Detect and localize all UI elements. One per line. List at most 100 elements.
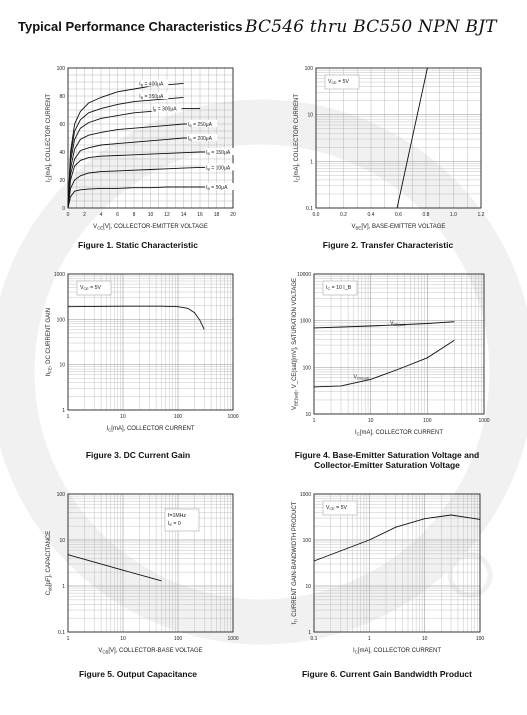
y-tick-label: 10 [305,412,311,418]
grid [68,68,233,208]
y-tick-label: 10 [59,538,65,544]
annotation-text: VCE = 5V [80,285,101,291]
x-tick-label: 1 [313,418,316,424]
figure-6-caption: Figure 6. Current Gain Bandwidth Product [301,669,472,679]
series-label-3: IB = 250μA [188,122,213,128]
page-header: Typical Performance Characteristics BC54… [0,0,527,46]
series-label-1: IB = 350μA [139,94,164,100]
part-number-title: BC546 thru BC550 NPN BJT [245,17,497,37]
y-tick-label: 1 [308,630,311,636]
annotation-box [322,500,358,516]
y-tick-label: 0 [62,206,65,212]
series-label-bg [205,183,236,190]
x-tick-label: 1000 [227,414,238,420]
grid [316,68,481,208]
annotation-box [322,280,358,296]
series-label-bg [205,148,236,155]
y-tick-label: 100 [305,66,314,72]
x-tick-label: 14 [181,212,187,218]
x-tick-label: 10 [148,212,154,218]
series-label-vbe: VBE(sat) [390,321,405,327]
y-tick-label: 1000 [300,492,311,498]
y-tick-label: 100 [303,538,312,544]
series-line-5 [67,151,217,209]
y-axis-title: IC[mA], COLLECTOR CURRENT [46,94,52,182]
x-tick-label: 18 [214,212,220,218]
x-tick-label: 0.8 [423,212,430,218]
series-label-bg [186,120,217,127]
series-line-4 [67,137,217,209]
series-label-0: IB = 400μA [139,81,164,87]
x-axis-title: VBE[V], BASE-EMITTER VOLTAGE [352,224,446,230]
y-tick-label: 60 [59,122,65,128]
x-tick-label: 100 [476,636,485,642]
figure-2-transfer-characteristic: 0.0 0.2 0.4 0.6 0.8 1.0 1.2 0.1 1 10 100 VBE[V], BA… [294,66,485,230]
page-title: Typical Performance Characteristics [18,19,243,34]
y-tick-label: 100 [57,492,66,498]
x-tick-label: 1.0 [450,212,457,218]
x-axis-title: VCB[V], COLLECTOR-BASE VOLTAGE [98,648,202,654]
y-tick-label: 40 [59,150,65,156]
series-line-1 [67,96,184,209]
x-tick-label: 1.2 [478,212,485,218]
series-label-4: IB = 200μA [188,136,213,142]
y-tick-label: 100 [57,66,66,72]
x-tick-label: 1000 [227,636,238,642]
series-label-5: IB = 150μA [206,150,231,156]
annotation-box [76,280,112,296]
y-tick-label: 10000 [297,272,311,278]
y-tick-label: 20 [59,178,65,184]
y-tick-label: 1000 [54,272,65,278]
figure-2-caption: Figure 2. Transfer Characteristic [322,240,454,250]
x-tick-label: 100 [174,636,183,642]
x-tick-label: 10 [120,414,126,420]
x-tick-label: 1 [67,414,70,420]
x-tick-label: 0.2 [340,212,347,218]
x-tick-label: 12 [164,212,170,218]
series-label-bg [138,79,169,87]
y-tick-label: 10 [59,363,65,369]
plot-frame [67,493,234,633]
series-label-bg [138,92,169,99]
y-tick-label: 80 [59,94,65,100]
x-tick-label: 1 [368,636,371,642]
x-tick-label: 0.0 [313,212,320,218]
x-tick-label: 0 [67,212,70,218]
grid [68,494,233,632]
y-tick-label: 1 [310,159,313,165]
figure-3-caption: Figure 3. DC Current Gain [85,450,191,460]
x-tick-label: 0.6 [395,212,402,218]
plot-frame [67,273,234,411]
series-label-vce: VCE(sat) [354,374,370,380]
annotation-box [324,74,360,90]
annotation-text: IC = 10 I_B [326,285,352,291]
series-line-1 [313,339,455,388]
x-tick-label: 2 [83,212,86,218]
annotation-text: VCE = 5V [326,505,347,511]
series-line-0 [313,321,455,329]
x-axis-title: IC[mA], COLLECTOR CURRENT [353,648,441,654]
x-tick-label: 10 [120,636,126,642]
y-tick-label: 1 [62,584,65,590]
series-label-6: IB = 100μA [206,165,231,171]
x-tick-label: 20 [230,212,236,218]
figure-3-dc-current-gain: 1 10 100 1000 1 10 100 1000 IC[mA], COLLECTOR CU… [46,272,239,432]
x-axis-title: IC[mA], COLLECTOR CURRENT [106,426,194,432]
plot-frame [67,67,234,209]
y-tick-label: 100 [303,365,312,371]
x-tick-label: 10 [368,418,374,424]
x-tick-label: 1 [67,636,70,642]
series-line-0 [396,67,428,209]
annotation-box [164,508,200,532]
x-axis-title: IC[mA], COLLECTOR CURRENT [355,430,443,436]
y-tick-label: 10 [305,584,311,590]
series-label-bg [205,163,236,171]
annotation-text: IE = 0 [168,521,181,527]
x-axis-title: VCE[V], COLLECTOR-EMITTER VOLTAGE [93,224,208,230]
y-axis-title: Cob[pF], CAPACITANCE [46,531,52,596]
series-label-bg [151,104,182,112]
annotation-text: VCE = 5V [328,79,349,85]
y-axis-title: hFE, DC CURRENT GAIN [46,308,52,376]
